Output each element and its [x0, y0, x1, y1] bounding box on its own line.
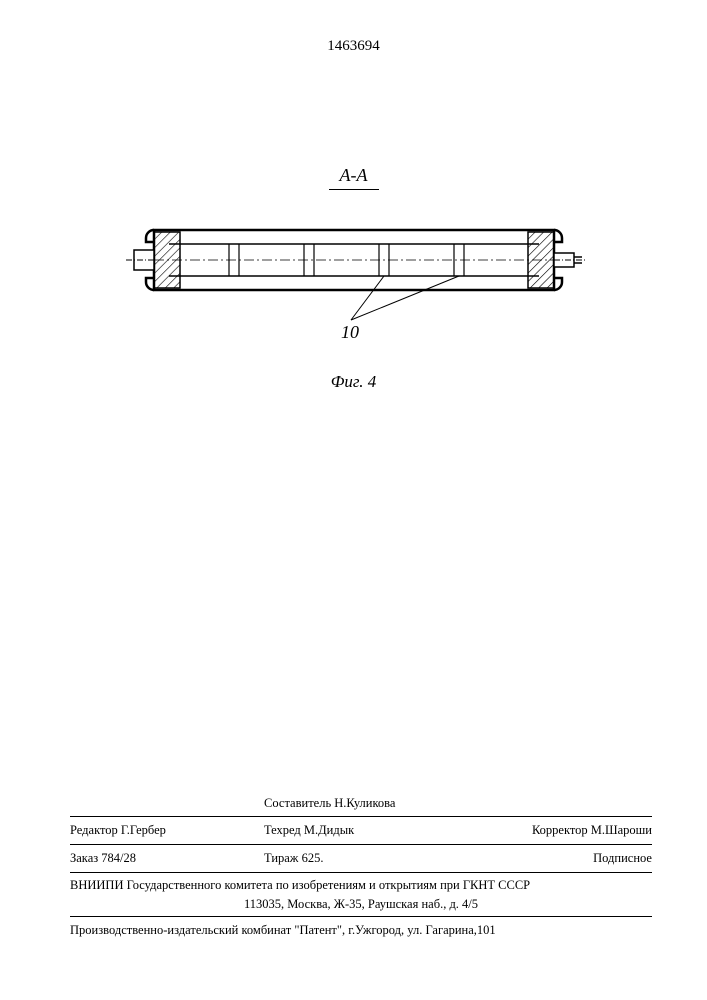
techred: Техред М.Дидык [264, 821, 458, 840]
order-number: Заказ 784/28 [70, 849, 264, 868]
committee-address: 113035, Москва, Ж-35, Раушская наб., д. … [70, 895, 652, 914]
corrector: Корректор М.Шароши [458, 821, 652, 840]
compiler: Составитель Н.Куликова [264, 794, 458, 813]
committee-name: ВНИИПИ Государственного комитета по изоб… [70, 876, 652, 895]
callout-10: 10 [341, 322, 359, 342]
section-underline [329, 189, 379, 190]
printer-info: Производственно-издательский комбинат "П… [70, 916, 652, 940]
editor: Редактор Г.Гербер [70, 821, 264, 840]
footer-block: Составитель Н.Куликова Редактор Г.Гербер… [70, 794, 652, 941]
figure-area: А-А [0, 165, 707, 392]
signed: Подписное [458, 849, 652, 868]
figure-caption: Фиг. 4 [0, 372, 707, 392]
tirage: Тираж 625. [264, 849, 458, 868]
section-label: А-А [0, 165, 707, 186]
technical-drawing: 10 [0, 220, 707, 360]
page-number: 1463694 [0, 38, 707, 55]
